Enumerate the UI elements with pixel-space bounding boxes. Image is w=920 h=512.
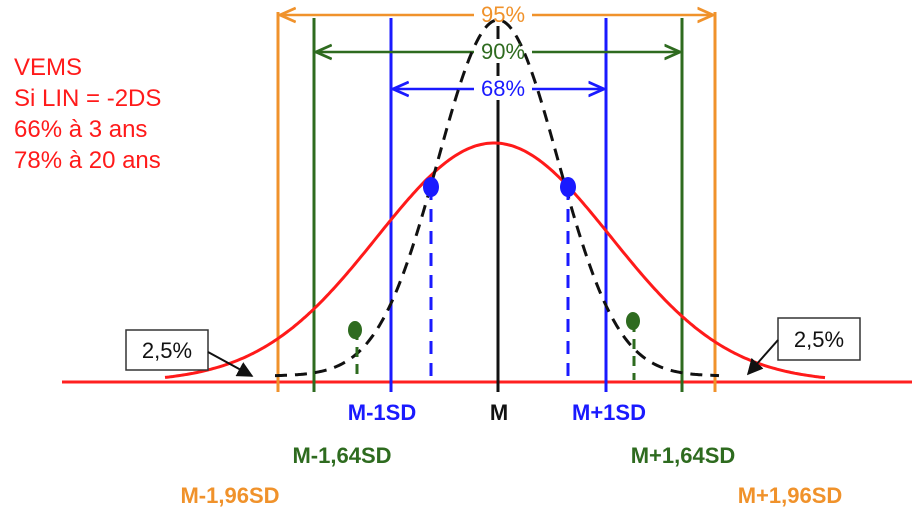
point-m-plus-1sd	[560, 177, 576, 197]
left-tail-arrow	[207, 351, 254, 377]
narrow-distribution-curve	[275, 18, 720, 378]
right-tail-box	[777, 317, 861, 361]
side-note-line: Si LIN = -2DS	[14, 85, 162, 112]
label-bg	[474, 39, 532, 63]
interval-95-label: 95%	[481, 2, 525, 27]
point-m-minus-164sd	[348, 321, 362, 339]
label-m-plus-1sd: M+1SD	[572, 400, 646, 425]
left-tail-box	[125, 329, 209, 371]
side-note-line: VEMS	[14, 54, 83, 81]
label-m-plus-164sd: M+1,64SD	[631, 443, 736, 468]
side-note-line: 78% à 20 ans	[14, 147, 161, 174]
label-m-minus-164sd: M-1,64SD	[292, 443, 391, 468]
left-tail-label: 2,5%	[142, 338, 192, 363]
right-tail-label: 2,5%	[794, 327, 844, 352]
label-bg	[474, 76, 532, 100]
label-m-minus-196sd: M-1,96SD	[180, 483, 279, 508]
right-tail-arrow	[746, 339, 779, 376]
interval-68-label: 68%	[481, 76, 525, 101]
label-m-plus-196sd: M+1,96SD	[738, 483, 843, 508]
label-m-minus-1sd: M-1SD	[348, 400, 416, 425]
interval-90-label: 90%	[481, 39, 525, 64]
side-note: VEMS Si LIN = -2DS 66% à 3 ans 78% à 20 …	[14, 52, 161, 176]
point-m-minus-1sd	[423, 177, 439, 197]
point-m-plus-164sd	[626, 312, 640, 330]
wide-distribution-curve	[164, 141, 826, 380]
label-m: M	[490, 400, 508, 425]
side-note-line: 66% à 3 ans	[14, 116, 148, 143]
